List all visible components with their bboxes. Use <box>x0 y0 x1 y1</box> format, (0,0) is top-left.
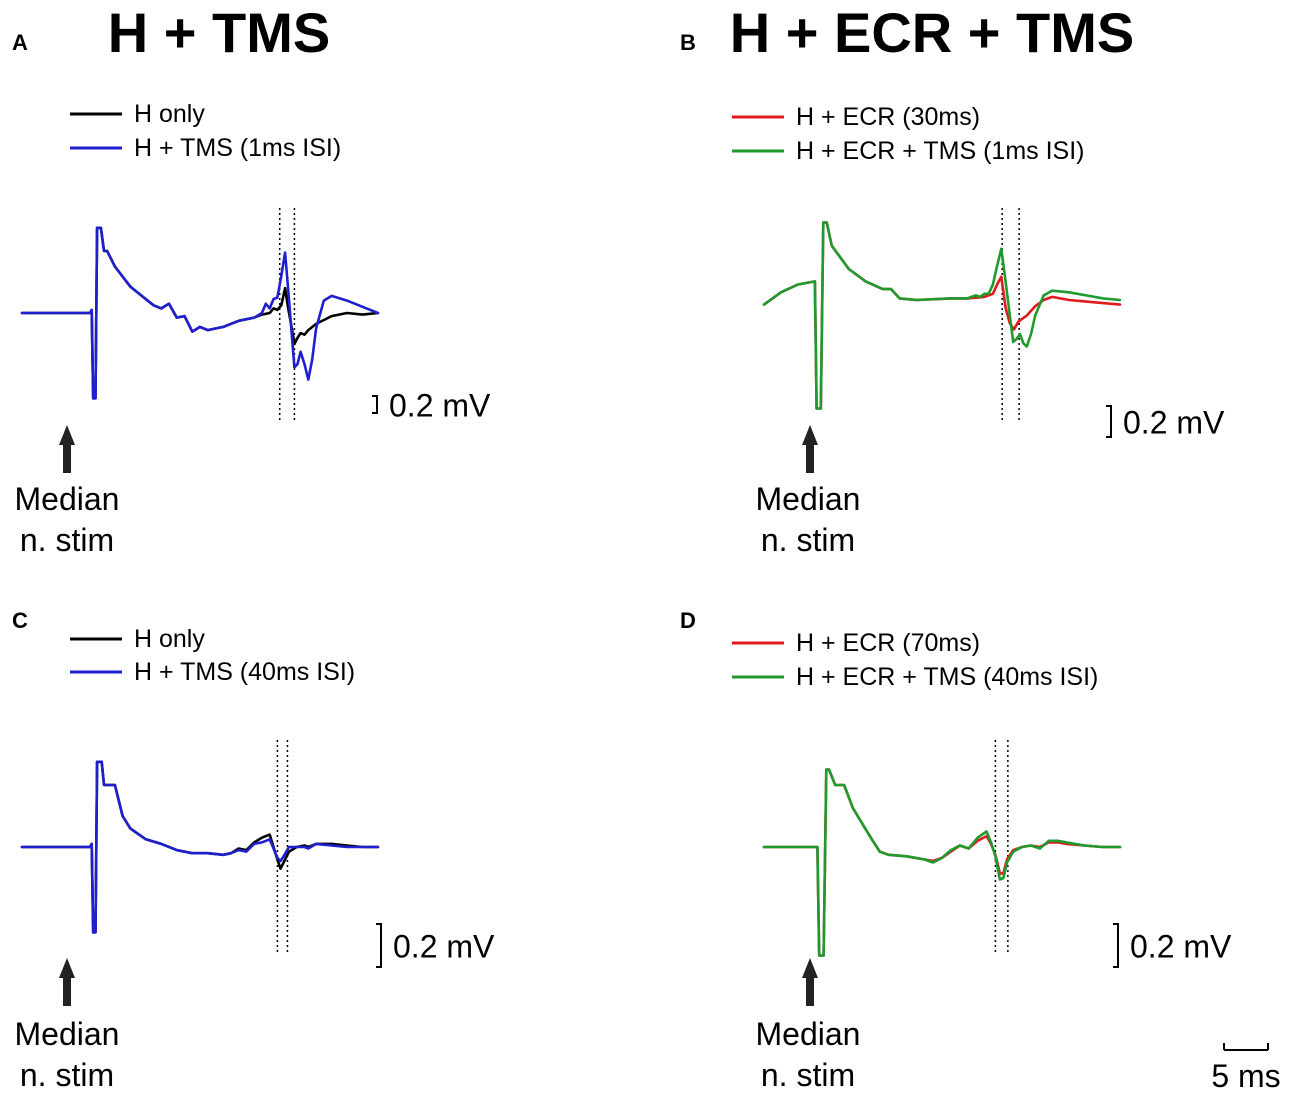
panel-d: D H + ECR (70ms) H + ECR + TMS (40ms ISI) 0… <box>680 608 1232 1093</box>
title-left: H + TMS <box>108 1 330 64</box>
amplitude-scale-label: 0.2 mV <box>1130 929 1232 965</box>
amplitude-scale-label: 0.2 mV <box>1123 405 1225 441</box>
stim-label-line1: Median <box>756 481 861 517</box>
stim-arrow-head <box>802 425 818 445</box>
legend-label: H + ECR + TMS (40ms ISI) <box>796 663 1098 691</box>
stim-label-line2: n. stim <box>20 1057 114 1093</box>
stim-arrow-shaft <box>63 443 71 473</box>
stim-arrow-shaft <box>806 443 814 473</box>
stim-label-line2: n. stim <box>761 522 855 558</box>
stim-label-line1: Median <box>15 481 120 517</box>
amplitude-scale-bar <box>1113 923 1119 968</box>
title-right: H + ECR + TMS <box>730 1 1135 64</box>
stim-arrow-shaft <box>63 976 71 1006</box>
legend-label: H + TMS (40ms ISI) <box>134 658 355 686</box>
time-scale-label: 5 ms <box>1211 1058 1280 1094</box>
legend-label: H only <box>134 625 205 653</box>
panel-a: A H only H + TMS (1ms ISI) 0.2 mV Median n. s… <box>12 30 491 558</box>
legend-label: H + ECR (70ms) <box>796 629 980 657</box>
panel-label: C <box>12 608 28 633</box>
stim-arrow-head <box>59 958 75 978</box>
series-line <box>762 768 1122 957</box>
stim-arrow-shaft <box>806 976 814 1006</box>
stim-label-line2: n. stim <box>20 522 114 558</box>
amplitude-scale-bar <box>372 395 378 414</box>
legend-label: H + ECR + TMS (1ms ISI) <box>796 137 1084 165</box>
panel-label: A <box>12 30 28 55</box>
amplitude-scale-bar <box>376 923 382 968</box>
stim-label-line2: n. stim <box>761 1057 855 1093</box>
stim-label-line1: Median <box>15 1016 120 1052</box>
series-line <box>20 226 380 400</box>
time-scale-bar <box>1223 1043 1269 1051</box>
stim-arrow-head <box>59 425 75 445</box>
panel-c: C H only H + TMS (40ms ISI) 0.2 mV Median n. … <box>12 608 495 1093</box>
series-line <box>762 221 1122 410</box>
legend-label: H + TMS (1ms ISI) <box>134 134 341 162</box>
legend-label: H + ECR (30ms) <box>796 103 980 131</box>
stim-label-line1: Median <box>756 1016 861 1052</box>
panel-b: B H + ECR (30ms) H + ECR + TMS (1ms ISI) 0.… <box>680 30 1225 558</box>
amplitude-scale-label: 0.2 mV <box>393 929 495 965</box>
panel-label: B <box>680 30 696 55</box>
panel-label: D <box>680 608 696 633</box>
amplitude-scale-label: 0.2 mV <box>389 388 491 424</box>
series-line <box>20 760 380 934</box>
legend-label: H only <box>134 100 205 128</box>
stim-arrow-head <box>802 958 818 978</box>
amplitude-scale-bar <box>1106 405 1112 438</box>
